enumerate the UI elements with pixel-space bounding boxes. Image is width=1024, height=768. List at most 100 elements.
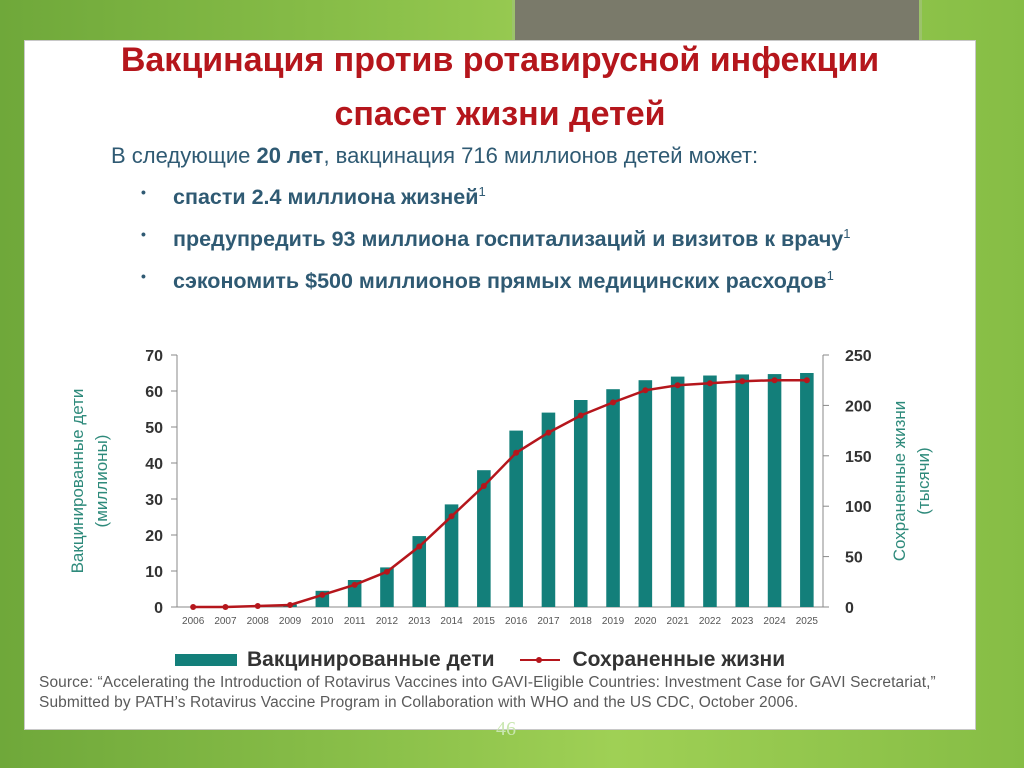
intro-bold: 20 лет (256, 143, 324, 168)
line-point-saved-lives (545, 429, 552, 436)
y2-tick-label: 200 (845, 398, 872, 415)
footnote-marker: 1 (478, 184, 486, 199)
line-point-saved-lives (222, 604, 229, 610)
footnote-marker: 1 (843, 226, 851, 242)
y-tick-label: 50 (145, 420, 163, 437)
line-point-saved-lives (706, 380, 713, 387)
slide-title-line1: Вакцинация против ротавирусной инфекции (120, 41, 880, 79)
line-point-saved-lives (287, 601, 294, 608)
bar-vaccinated-children (444, 504, 459, 607)
x-tick-label: 2016 (505, 616, 528, 627)
line-point-saved-lives (416, 543, 423, 550)
bar-vaccinated-children (670, 376, 685, 607)
y2-axis-title-line1: Сохраненные жизни (890, 401, 909, 562)
bar-vaccinated-children (380, 567, 394, 607)
y2-tick-label: 50 (845, 550, 863, 567)
bullet-item: • спасти 2.4 миллиона жизней1 (137, 177, 957, 212)
y-tick-label: 20 (145, 528, 163, 545)
x-tick-label: 2011 (344, 616, 366, 627)
bar-vaccinated-children (800, 373, 814, 607)
line-point-saved-lives (610, 399, 617, 406)
bullet-marker: • (141, 268, 146, 285)
y2-tick-label: 150 (845, 449, 872, 466)
bullet-item: • предупредить 93 миллиона госпитализаций… (137, 219, 957, 254)
intro-prefix: В следующие (111, 143, 257, 168)
y-tick-label: 10 (145, 564, 163, 581)
x-tick-label: 2021 (667, 616, 690, 627)
y-tick-label: 30 (145, 492, 163, 509)
line-point-saved-lives (254, 602, 261, 609)
line-point-saved-lives (383, 568, 390, 575)
source-citation: Source: “Accelerating the Introduction o… (39, 674, 936, 711)
bullet-marker: • (141, 184, 146, 200)
x-tick-label: 2017 (537, 616, 560, 627)
y2-tick-label: 100 (845, 499, 872, 516)
bullet-text: предупредить 93 миллиона госпитализаций … (173, 227, 844, 252)
intro-text: В следующие 20 лет, вакцинация 716 милли… (111, 143, 758, 169)
x-tick-label: 2006 (182, 616, 205, 627)
line-point-saved-lives (577, 412, 584, 419)
line-point-saved-lives (319, 591, 326, 598)
line-point-saved-lives (771, 377, 778, 384)
vaccination-chart: 0 10 20 30 40 50 60 70 0 50 100 150 200 250 2006 2007 20… (68, 348, 933, 627)
bullet-list: • спасти 2.4 миллиона жизней1 • предупреди… (137, 177, 957, 303)
bar-vaccinated-children (573, 400, 588, 607)
y2-axis-title-line2: (тысячи) (914, 447, 933, 514)
legend-line-label: Сохраненные жизни (572, 648, 786, 671)
x-tick-label: 2015 (473, 616, 496, 627)
bar-vaccinated-children (541, 412, 556, 607)
bullet-marker: • (141, 226, 146, 243)
bar-vaccinated-children (606, 389, 620, 607)
y-axis-title-line1: Вакцинированные дети (68, 389, 87, 574)
legend-bars-label: Вакцинированные дети (247, 648, 495, 671)
x-tick-label: 2012 (376, 616, 399, 627)
line-point-saved-lives (674, 382, 681, 389)
x-tick-label: 2023 (731, 616, 754, 627)
line-point-saved-lives (480, 483, 487, 490)
x-tick-label: 2008 (247, 616, 270, 627)
bar-vaccinated-children (638, 380, 653, 607)
page-number: 46 (496, 718, 516, 740)
bullet-text: сэкономить $500 миллионов прямых медицин… (173, 269, 827, 294)
x-tick-label: 2022 (699, 616, 722, 627)
x-tick-label: 2019 (602, 616, 625, 627)
line-point-saved-lives (190, 604, 197, 610)
bar-vaccinated-children (735, 374, 750, 607)
y2-tick-label: 250 (845, 348, 872, 365)
bar-vaccinated-children (477, 470, 491, 607)
y-axis-title-line2: (миллионы) (92, 435, 111, 528)
bullet-text: спасти 2.4 миллиона жизней (173, 185, 479, 210)
footnote-marker: 1 (826, 268, 834, 284)
y-tick-label: 70 (145, 348, 163, 365)
y-tick-label: 40 (145, 456, 163, 473)
line-point-saved-lives (803, 377, 810, 384)
slide-title-line2: спасет жизни детей (334, 95, 666, 133)
bar-vaccinated-children (412, 536, 427, 607)
legend-line-swatch (520, 653, 561, 667)
line-point-saved-lives (351, 581, 358, 588)
chart-legend: Вакцинированные дети Сохраненные жизни (175, 647, 785, 673)
y-tick-label: 0 (154, 600, 163, 617)
x-tick-label: 2018 (570, 616, 593, 627)
line-saved-lives (193, 378, 807, 609)
intro-suffix: , вакцинация 716 миллионов детей может: (323, 143, 759, 168)
x-tick-label: 2025 (796, 616, 819, 627)
y-tick-label: 60 (145, 384, 163, 401)
x-tick-label: 2010 (311, 616, 334, 627)
x-tick-label: 2009 (279, 616, 302, 627)
bar-vaccinated-children (767, 374, 782, 607)
line-point-saved-lives (739, 378, 746, 385)
bullet-item: • сэкономить $500 миллионов прямых медици… (137, 261, 957, 296)
slide: Вакцинация против ротавирусной инфекции … (24, 40, 976, 730)
x-tick-label: 2024 (763, 616, 786, 627)
line-point-saved-lives (642, 387, 649, 394)
legend-bar-swatch (175, 654, 237, 666)
x-tick-label: 2013 (408, 616, 431, 627)
x-tick-label: 2014 (440, 616, 463, 627)
bar-vaccinated-children (509, 430, 523, 607)
x-tick-label: 2007 (214, 616, 237, 627)
line-point-saved-lives (448, 513, 455, 520)
bar-vaccinated-children (703, 375, 717, 607)
x-tick-label: 2020 (634, 616, 657, 627)
y2-tick-label: 0 (845, 600, 854, 617)
